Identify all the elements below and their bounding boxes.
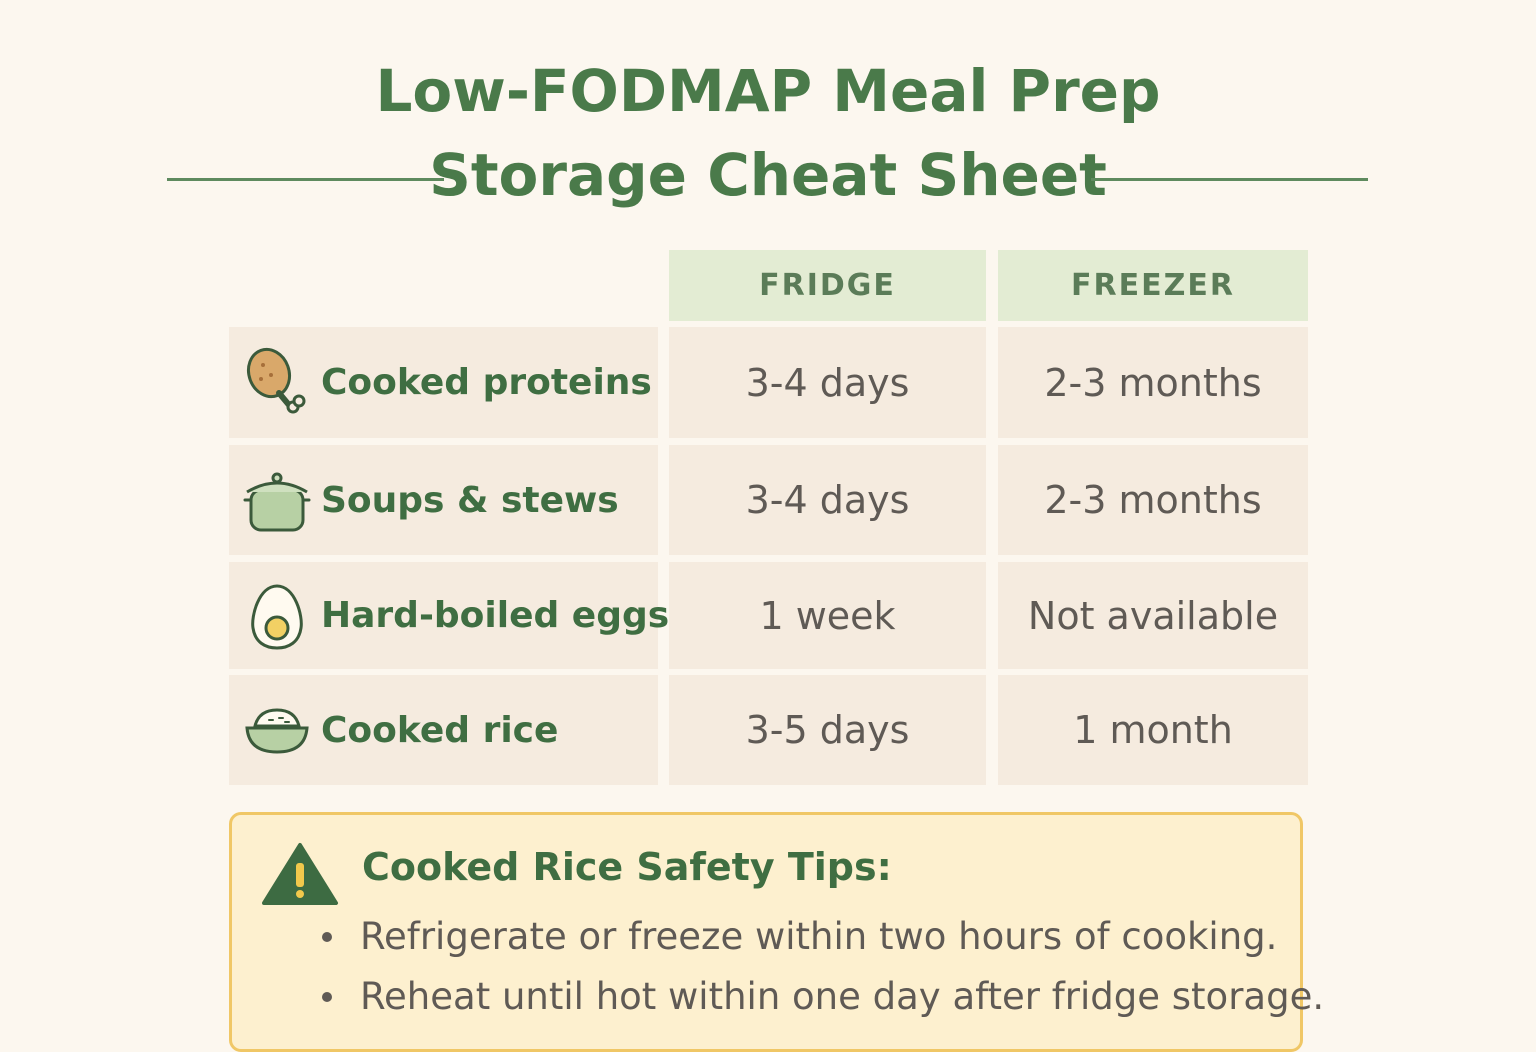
freezer-cell: 1 month [998,675,1308,785]
bullet-icon [322,932,332,942]
page-title: Low-FODMAP Meal Prep [375,57,1161,125]
column-header-fridge: FRIDGE [669,250,986,321]
warning-icon [260,839,340,909]
fridge-cell: 3-5 days [669,675,986,785]
freezer-duration: 2-3 months [1044,360,1262,405]
fridge-cell: 1 week [669,562,986,669]
fridge-duration: 3-4 days [745,478,910,522]
title-rule-right [1091,178,1368,181]
page-subtitle: Storage Cheat Sheet [429,141,1107,209]
fridge-duration: 3-5 days [745,708,910,752]
tip-text: Reheat until hot within one day after fr… [360,975,1325,1018]
tip-text: Refrigerate or freeze within two hours o… [360,915,1278,958]
fridge-cell: 3-4 days [669,445,986,555]
safety-tips-box: Cooked Rice Safety Tips: Refrigerate or … [229,812,1324,1052]
freezer-duration: Not available [1027,593,1279,638]
chicken-drumstick-icon [237,343,317,423]
column-header-freezer: FREEZER [998,250,1308,321]
row-label: Hard-boiled eggs [321,595,670,636]
rice-bowl-icon [237,690,317,770]
freezer-duration: 1 month [1073,708,1233,752]
row-label-cell: Cooked proteins [229,327,658,438]
tip-item: Refrigerate or freeze within two hours o… [322,907,1324,967]
tips-list: Refrigerate or freeze within two hours o… [322,907,1324,1027]
row-label-cell: Cooked rice [229,675,658,785]
freezer-duration: 2-3 months [1044,478,1262,522]
row-label: Soups & stews [321,479,619,521]
freezer-cell: 2-3 months [998,445,1308,555]
fridge-duration: 3-4 days [745,360,910,405]
row-label: Cooked proteins [321,362,652,403]
tip-item: Reheat until hot within one day after fr… [322,967,1324,1027]
freezer-cell: 2-3 months [998,327,1308,438]
tips-title: Cooked Rice Safety Tips: [362,845,892,889]
boiled-egg-icon [237,576,317,656]
freezer-cell: Not available [998,562,1308,669]
bullet-icon [322,992,332,1002]
fridge-cell: 3-4 days [669,327,986,438]
soup-pot-icon [237,460,317,540]
row-label: Cooked rice [321,709,559,751]
row-label-cell: Hard-boiled eggs [229,562,669,669]
title-rule-left [167,178,444,181]
fridge-duration: 1 week [759,593,896,638]
row-label-cell: Soups & stews [229,445,658,555]
